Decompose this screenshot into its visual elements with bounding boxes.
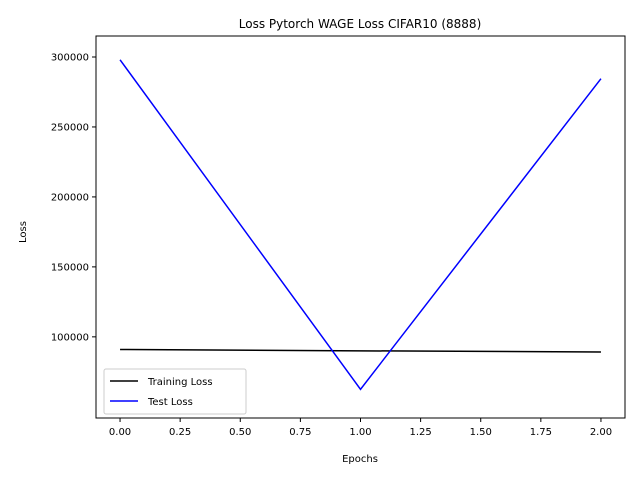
x-axis-label: Epochs [342, 454, 378, 465]
x-tick-label: 1.25 [409, 427, 431, 438]
x-tick-label: 1.00 [349, 427, 371, 438]
y-tick-label: 150000 [51, 262, 89, 273]
y-tick-label: 100000 [51, 332, 89, 343]
y-tick-label: 300000 [51, 52, 89, 63]
x-tick-label: 1.75 [530, 427, 552, 438]
x-tick-label: 0.75 [289, 427, 311, 438]
y-tick-label: 250000 [51, 122, 89, 133]
legend-label: Test Loss [147, 397, 193, 408]
y-tick-label: 200000 [51, 192, 89, 203]
x-axis: 0.00 0.25 0.50 0.75 1.00 1.25 1.50 1.75 2.00 [109, 418, 612, 438]
legend: Training Loss Test Loss [103, 368, 247, 415]
x-tick-label: 0.00 [109, 427, 131, 438]
x-tick-label: 1.50 [470, 427, 492, 438]
y-axis: 100000 150000 200000 250000 300000 [51, 52, 96, 343]
legend-box [103, 368, 247, 415]
plot-area [119, 59, 602, 391]
legend-label: Training Loss [147, 377, 213, 388]
chart-title: Loss Pytorch WAGE Loss CIFAR10 (8888) [239, 17, 482, 31]
x-tick-label: 0.50 [229, 427, 251, 438]
y-axis-label: Loss [18, 221, 29, 243]
x-tick-label: 0.25 [169, 427, 191, 438]
x-tick-label: 2.00 [590, 427, 612, 438]
